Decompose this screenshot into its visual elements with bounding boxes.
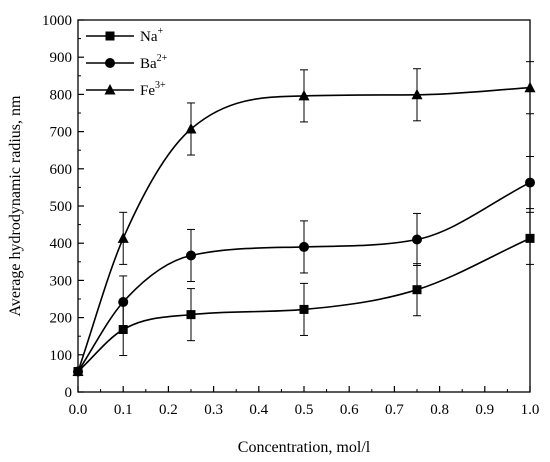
marker-na (525, 233, 535, 243)
x-tick-label: 0.7 (385, 402, 404, 418)
marker-ba (186, 250, 196, 261)
x-tick-label: 1.0 (521, 402, 540, 418)
y-tick-label: 500 (50, 199, 73, 215)
marker-ba (118, 296, 129, 307)
series-line-fe (77, 86, 531, 372)
y-tick-label: 800 (50, 87, 73, 103)
data-markers (72, 81, 536, 377)
x-tick-label: 0.9 (475, 402, 494, 418)
legend: Na+ Ba2+ Fe3+ (86, 26, 168, 99)
x-tick-label: 0.5 (295, 402, 314, 418)
marker-na (299, 304, 309, 314)
y-tick-label: 200 (50, 311, 73, 327)
y-tick-label: 600 (50, 162, 73, 178)
error-bars (119, 61, 534, 357)
y-axis-title: Average hydrodynamic radius, nm (7, 95, 24, 317)
marker-na (186, 310, 196, 320)
marker-ba (525, 177, 535, 188)
y-tick-label: 900 (50, 50, 73, 66)
y-tick-label: 1000 (42, 13, 72, 29)
legend-marker-fe (104, 84, 116, 95)
marker-fe (524, 81, 536, 93)
marker-fe (185, 122, 197, 134)
x-tick-label: 0.0 (69, 402, 88, 418)
legend-marker-na (105, 31, 115, 41)
x-tick-label: 0.1 (114, 402, 133, 418)
y-tick-label: 0 (65, 385, 73, 401)
series-line-ba (77, 181, 531, 372)
x-tick-label: 0.2 (159, 402, 178, 418)
x-tick-label: 0.3 (204, 402, 223, 418)
y-tick-label: 300 (50, 273, 73, 289)
x-axis-title: Concentration, mol/l (238, 439, 371, 456)
legend-marker-ba (105, 58, 115, 68)
tick-labels: 0.0 0.1 0.2 0.3 0.4 0.5 0.6 0.7 0.8 0.9 1.0 0 100 200… (42, 13, 539, 418)
marker-fe (72, 365, 84, 377)
marker-fe (298, 89, 310, 101)
marker-fe (117, 232, 129, 243)
x-tick-label: 0.4 (249, 402, 268, 418)
marker-ba (412, 234, 422, 245)
legend-label-ba: Ba2+ (140, 53, 168, 72)
x-tick-label: 0.8 (430, 402, 449, 418)
legend-label-na: Na+ (140, 26, 164, 45)
y-tick-label: 700 (50, 125, 73, 141)
marker-ba (299, 241, 309, 252)
marker-na (412, 285, 422, 295)
marker-fe (411, 88, 423, 100)
marker-na (118, 325, 128, 335)
y-tick-label: 400 (50, 236, 73, 252)
legend-label-fe: Fe3+ (140, 80, 166, 99)
x-tick-label: 0.6 (340, 402, 359, 418)
y-tick-label: 100 (50, 348, 73, 364)
